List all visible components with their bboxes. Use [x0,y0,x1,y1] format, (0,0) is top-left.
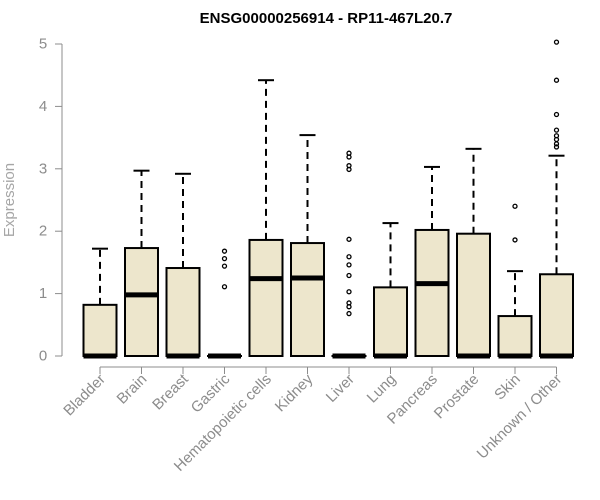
iqr-box [456,232,491,357]
x-tick-label: Kidney [272,370,317,415]
box-unknown-other [539,39,574,359]
outlier-point [221,248,228,254]
outlier-point [221,263,228,269]
iqr-box [539,273,574,358]
outlier-point [346,310,352,317]
iqr-box [373,286,408,357]
outlier-point [346,272,352,279]
box-prostate [456,147,491,359]
outlier-point [221,256,228,262]
iqr-box [248,238,284,358]
box-gastric [207,248,242,359]
outlier-point [553,111,560,118]
y-axis-label: Expression [1,163,18,237]
y-tick-label: 0 [39,348,47,365]
box-bladder [82,247,118,359]
chart-title: ENSG00000256914 - RP11-467L20.7 [200,10,453,27]
box-series [82,39,574,359]
outlier-point [346,254,352,260]
outlier-point [512,203,518,209]
x-tick-label: Skin [491,371,524,404]
box-kidney [290,134,325,357]
y-tick-label: 5 [39,36,47,53]
iqr-box [290,242,325,357]
y-tick-label: 3 [39,160,47,177]
x-tick-label: Breast [149,370,192,413]
x-tick-label: Bladder [60,371,109,420]
outlier-point [346,163,352,169]
outlier-point [553,77,560,83]
box-breast [165,172,201,359]
box-brain [124,169,159,358]
outlier-point [553,127,560,133]
outlier-point [346,236,352,242]
outlier-point [553,39,560,45]
iqr-box [124,247,159,358]
box-liver [331,150,367,359]
x-tick-label: Brain [114,371,151,408]
outlier-point [221,284,228,290]
outlier-point [553,141,560,147]
x-tick-label: Lung [364,371,400,407]
x-tick-label: Liver [323,371,358,406]
iqr-box [414,228,450,357]
iqr-box [82,303,118,357]
x-tick-label: Prostate [431,371,483,423]
y-tick-label: 2 [39,223,47,240]
box-hematopoietic-cells [248,79,284,358]
outlier-point [553,133,560,139]
iqr-box [165,267,201,357]
outlier-point [553,144,560,150]
y-tick-label: 4 [39,98,47,115]
box-skin [497,203,533,359]
y-tick-label: 1 [39,285,47,302]
outlier-point [346,150,352,156]
box-pancreas [414,165,450,357]
box-lung [373,222,408,359]
iqr-box [497,315,533,357]
outlier-point [346,289,352,295]
y-axis: 0 1 2 3 4 5 [39,36,63,365]
outlier-point [512,237,518,243]
outlier-point [346,300,352,306]
outlier-point [346,262,352,268]
